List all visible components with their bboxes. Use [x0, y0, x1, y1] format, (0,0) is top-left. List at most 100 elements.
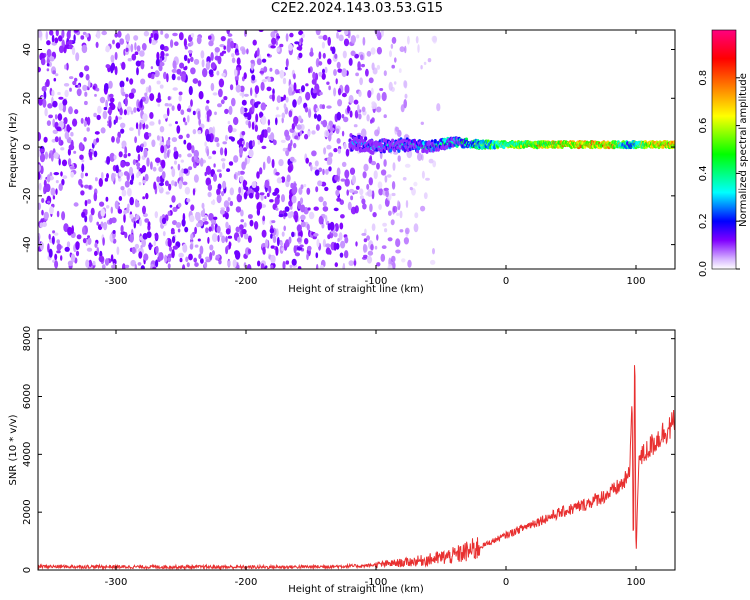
noise-speck [112, 262, 117, 269]
noise-speck [181, 73, 186, 82]
noise-speck [215, 254, 221, 259]
noise-speck [333, 148, 338, 153]
x-tick-label: 100 [626, 577, 645, 588]
noise-speck [259, 134, 264, 143]
noise-speck [67, 226, 73, 236]
noise-speck [282, 77, 287, 85]
noise-speck [75, 250, 80, 257]
noise-speck [112, 39, 115, 45]
noise-speck [321, 104, 325, 110]
noise-speck [45, 183, 51, 193]
noise-speck [127, 153, 131, 157]
noise-speck [272, 88, 275, 95]
noise-speck [366, 183, 370, 190]
noise-speck [49, 56, 55, 62]
noise-speck [163, 152, 168, 159]
noise-speck [53, 172, 60, 176]
noise-speck [318, 71, 323, 77]
noise-speck [171, 137, 178, 143]
spectrogram-signal-track [348, 133, 675, 155]
noise-speck [169, 204, 173, 208]
noise-speck [305, 83, 309, 87]
noise-speck [199, 157, 204, 167]
noise-speck [335, 189, 340, 196]
x-tick-label: -300 [105, 276, 128, 287]
noise-speck [240, 219, 244, 223]
noise-speck [151, 41, 157, 46]
noise-speck [84, 65, 90, 72]
noise-speck [117, 30, 122, 38]
noise-speck [165, 53, 169, 57]
noise-speck [159, 126, 165, 133]
y-tick-label: 40 [22, 43, 33, 56]
noise-speck [362, 243, 367, 253]
noise-speck [206, 148, 210, 157]
y-tick-label: -20 [22, 188, 33, 204]
spectrogram-frame [37, 29, 676, 270]
noise-speck [114, 32, 118, 38]
noise-speck [326, 125, 331, 130]
noise-speck [237, 236, 241, 243]
noise-speck [342, 50, 347, 59]
noise-speck [256, 202, 261, 212]
noise-speck [425, 177, 430, 181]
noise-speck [180, 109, 185, 115]
noise-speck [72, 80, 77, 86]
noise-speck [263, 129, 268, 139]
noise-speck [192, 188, 196, 196]
noise-speck [407, 35, 410, 45]
noise-speck [380, 30, 384, 37]
noise-speck [316, 263, 319, 269]
noise-speck [56, 250, 61, 254]
noise-speck [179, 62, 185, 69]
noise-speck [404, 45, 407, 54]
noise-speck [123, 153, 128, 159]
noise-speck [177, 76, 181, 81]
noise-speck [247, 248, 252, 255]
noise-speck [300, 221, 306, 228]
noise-speck [94, 250, 98, 256]
noise-speck [155, 245, 159, 254]
noise-speck [135, 214, 140, 220]
noise-speck [283, 212, 288, 217]
noise-speck [133, 35, 139, 41]
noise-speck [395, 249, 401, 254]
noise-speck [404, 93, 408, 99]
noise-speck [395, 238, 401, 248]
noise-speck [321, 41, 325, 49]
signal-speck [371, 150, 375, 155]
noise-speck [275, 171, 280, 176]
noise-speck [124, 97, 128, 107]
noise-speck [229, 200, 234, 207]
noise-speck [208, 156, 212, 160]
noise-speck [211, 233, 218, 243]
noise-speck [374, 245, 378, 250]
noise-speck [137, 262, 142, 266]
noise-speck [52, 129, 58, 134]
noise-speck [168, 123, 172, 127]
noise-speck [231, 97, 236, 107]
noise-speck [259, 112, 264, 117]
noise-speck [134, 198, 138, 208]
noise-speck [226, 30, 230, 35]
noise-speck [116, 136, 120, 144]
noise-speck [231, 53, 235, 58]
noise-speck [183, 139, 187, 145]
noise-speck [357, 104, 360, 114]
noise-speck [367, 90, 372, 98]
noise-speck [177, 202, 182, 208]
noise-speck [102, 237, 105, 246]
noise-speck [354, 53, 359, 59]
noise-speck [266, 155, 271, 164]
noise-speck [187, 115, 190, 123]
noise-speck [82, 84, 88, 92]
noise-speck [70, 131, 74, 137]
noise-speck [130, 110, 134, 115]
noise-speck [148, 242, 152, 251]
noise-speck [291, 195, 297, 204]
noise-speck [262, 161, 266, 171]
noise-speck [150, 161, 153, 170]
noise-speck [322, 68, 325, 74]
noise-speck [101, 264, 106, 269]
noise-speck [178, 32, 184, 41]
